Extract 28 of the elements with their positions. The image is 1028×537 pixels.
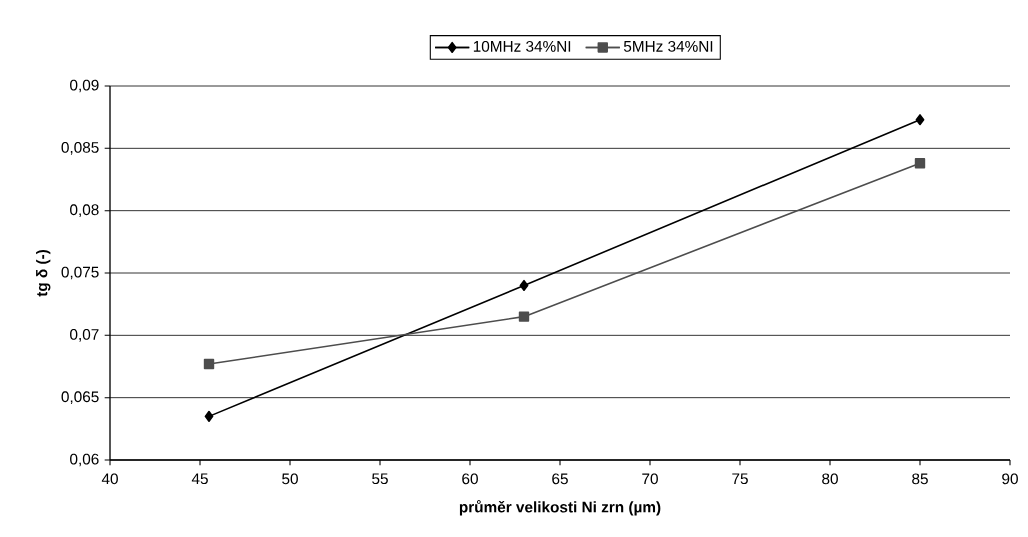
point bbox=[203, 358, 215, 370]
point bbox=[914, 158, 926, 169]
x-tick-label: 60 bbox=[462, 473, 478, 485]
x-tick-label: 45 bbox=[191, 473, 208, 485]
point bbox=[519, 279, 529, 292]
y-tick-label: 0,075 bbox=[61, 266, 99, 280]
x-tick-label: 40 bbox=[101, 473, 118, 485]
x-axis-title: průměr velikosti Ni zrn (µm) bbox=[459, 500, 661, 516]
x-tick-label: 70 bbox=[642, 473, 658, 485]
legend-label: 10MHz 34%NI bbox=[473, 40, 571, 52]
y-tick-label: 0,07 bbox=[70, 329, 99, 342]
x-tick-label: 90 bbox=[1002, 473, 1018, 485]
x-tick-label: 75 bbox=[732, 473, 748, 485]
y-tick-label: 0,09 bbox=[70, 79, 99, 93]
point bbox=[915, 114, 925, 126]
y-tick-label: 0,06 bbox=[70, 453, 99, 467]
point bbox=[204, 410, 214, 422]
y-tick-label: 0,08 bbox=[70, 204, 99, 218]
x-tick-label: 55 bbox=[372, 473, 388, 485]
y-axis-title: tg δ (-) bbox=[36, 249, 51, 297]
x-tick-label: 85 bbox=[912, 473, 928, 485]
x-tick-label: 65 bbox=[552, 473, 568, 485]
y-tick-label: 0,065 bbox=[61, 391, 99, 405]
point bbox=[518, 311, 530, 322]
x-tick-label: 50 bbox=[282, 473, 298, 485]
legend-label: 5MHz 34%NI bbox=[623, 40, 713, 52]
y-tick-label: 0,085 bbox=[61, 142, 99, 155]
x-tick-label: 80 bbox=[822, 473, 838, 485]
